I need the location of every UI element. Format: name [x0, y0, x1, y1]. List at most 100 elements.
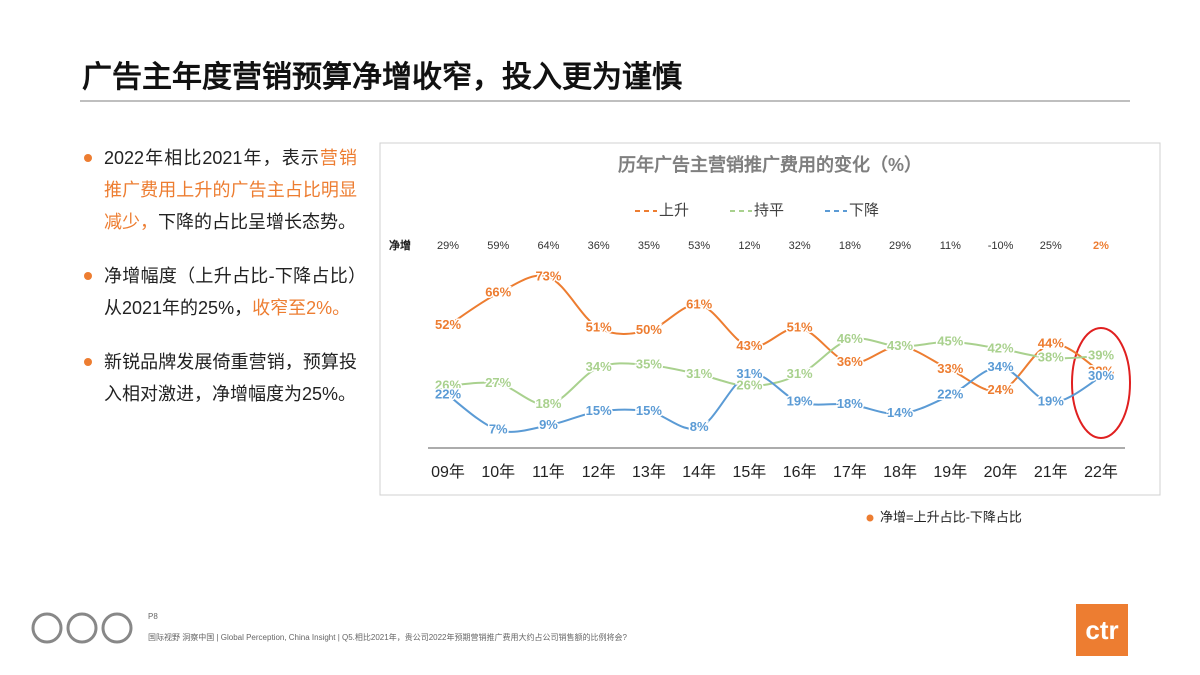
data-label: 38%: [1038, 350, 1064, 365]
data-label: 34%: [988, 359, 1014, 374]
bullet-text: 下降的占比呈增长态势。: [158, 212, 356, 232]
data-label: 7%: [489, 421, 508, 436]
data-label: 43%: [887, 338, 913, 353]
data-label: 39%: [1088, 347, 1114, 362]
bullet: 净增幅度（上升占比-下降占比）从2021年的25%，收窄至2%。: [82, 260, 357, 324]
net-value: 64%: [537, 240, 559, 252]
x-tick-label: 16年: [783, 463, 817, 481]
data-label: 26%: [736, 377, 762, 392]
x-tick-label: 09年: [431, 463, 465, 481]
net-value: 36%: [588, 240, 610, 252]
x-tick-label: 13年: [632, 463, 666, 481]
data-label: 44%: [1038, 336, 1064, 351]
data-label: 31%: [787, 366, 813, 381]
net-label: 净增: [389, 238, 411, 252]
legend-label: 上升: [659, 202, 689, 219]
x-tick-label: 20年: [984, 463, 1018, 481]
x-tick-label: 10年: [481, 463, 515, 481]
data-label: 31%: [736, 366, 762, 381]
x-tick-label: 14年: [682, 463, 716, 481]
highlight-ellipse: [1071, 327, 1131, 439]
data-label: 73%: [535, 268, 561, 283]
data-label: 33%: [937, 361, 963, 376]
x-tick-label: 17年: [833, 463, 867, 481]
bullet-text: 收窄至2%。: [252, 298, 351, 318]
net-value: 59%: [487, 240, 509, 252]
chart-title: 历年广告主营销推广费用的变化（%）: [618, 154, 922, 175]
data-label: 31%: [686, 366, 712, 381]
legend-label: 下降: [849, 202, 879, 219]
data-label: 61%: [686, 296, 712, 311]
data-label: 45%: [937, 333, 963, 348]
net-value: 18%: [839, 240, 861, 252]
data-label: 52%: [435, 317, 461, 332]
series-line: [447, 337, 1102, 406]
note: 净增=上升占比-下降占比: [880, 509, 1022, 524]
net-value: 29%: [889, 240, 911, 252]
data-label: 34%: [586, 359, 612, 374]
data-label: 22%: [937, 387, 963, 402]
net-value: 2%: [1093, 240, 1109, 252]
data-label: 43%: [887, 338, 913, 353]
logo: ctr: [1076, 604, 1128, 656]
cert-logos: [31, 612, 133, 644]
x-tick-label: 18年: [883, 463, 917, 481]
bullet: 新锐品牌发展倚重营销，预算投入相对激进，净增幅度为25%。: [82, 346, 357, 410]
data-label: 18%: [535, 396, 561, 411]
data-label: 35%: [636, 357, 662, 372]
data-label: 30%: [1088, 368, 1114, 383]
data-label: 50%: [636, 322, 662, 337]
x-tick-label: 12年: [582, 463, 616, 481]
x-tick-label: 19年: [933, 463, 967, 481]
net-value: 32%: [789, 240, 811, 252]
net-value: 35%: [638, 240, 660, 252]
data-label: 36%: [837, 354, 863, 369]
net-value: 11%: [940, 240, 961, 252]
data-label: 42%: [988, 340, 1014, 355]
bullet-list: 2022年相比2021年，表示营销推广费用上升的广告主占比明显减少，下降的占比呈…: [82, 142, 357, 432]
data-label: 9%: [539, 417, 558, 432]
bullet-text: 2022年相比2021年，表示: [104, 148, 320, 168]
data-label: 8%: [690, 419, 709, 434]
bullet-text: 新锐品牌发展倚重营销，预算投入相对激进，净增幅度为25%。: [104, 352, 357, 404]
x-tick-label: 15年: [732, 463, 766, 481]
x-tick-label: 21年: [1034, 463, 1068, 481]
net-value: 25%: [1040, 240, 1062, 252]
note-dot: [866, 514, 874, 522]
net-value: 29%: [437, 240, 459, 252]
data-label: 32%: [1088, 363, 1114, 378]
chart-frame: [379, 142, 1161, 496]
net-value: -10%: [988, 240, 1014, 252]
data-label: 27%: [485, 375, 511, 390]
data-label: 15%: [636, 403, 662, 418]
data-label: 66%: [485, 285, 511, 300]
data-label: 46%: [837, 331, 863, 346]
data-label: 15%: [586, 403, 612, 418]
data-label: 51%: [586, 319, 612, 334]
page-number: P8: [148, 612, 158, 621]
series-line: [447, 366, 1102, 433]
footnote: 国际视野 洞察中国 | Global Perception, China Ins…: [148, 633, 627, 642]
data-label: 51%: [787, 319, 813, 334]
net-value: 12%: [738, 240, 760, 252]
series-line: [447, 274, 1102, 393]
data-label: 24%: [988, 382, 1014, 397]
bullet-text: 营销推广费用上升的广告主占比明显减少，: [104, 148, 357, 232]
x-tick-label: 11年: [532, 463, 565, 481]
data-label: 19%: [787, 394, 813, 409]
net-value: 53%: [688, 240, 710, 252]
x-tick-label: 22年: [1084, 463, 1118, 481]
slide-title: 广告主年度营销预算净增收窄，投入更为谨慎: [82, 61, 682, 94]
divider: [80, 100, 1130, 102]
bullet: 2022年相比2021年，表示营销推广费用上升的广告主占比明显减少，下降的占比呈…: [82, 142, 357, 238]
data-label: 43%: [736, 338, 762, 353]
legend-label: 持平: [754, 202, 784, 219]
bullet-text: 净增幅度（上升占比-下降占比）从2021年的25%，: [104, 266, 357, 318]
data-label: 26%: [435, 377, 461, 392]
data-label: 18%: [837, 396, 863, 411]
data-label: 22%: [435, 387, 461, 402]
data-label: 19%: [1038, 394, 1064, 409]
data-label: 14%: [887, 405, 913, 420]
